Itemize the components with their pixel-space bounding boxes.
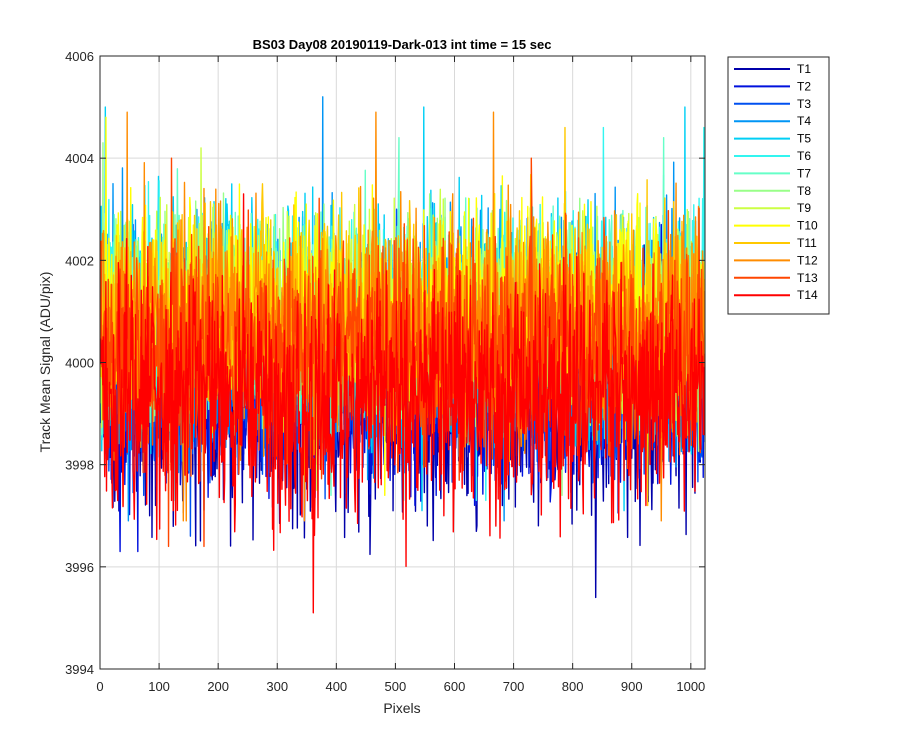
y-axis-ticks: 3994 3996 3998 4000 4002 4004 4006 [65,49,705,677]
legend-label-t9: T9 [797,201,811,215]
x-tick-label: 600 [444,679,466,694]
legend-label-t6: T6 [797,149,811,163]
legend-label-t5: T5 [797,132,811,146]
x-tick-label: 0 [96,679,103,694]
x-tick-label: 500 [385,679,407,694]
y-tick-label: 3996 [65,560,94,575]
x-tick-label: 100 [148,679,170,694]
x-tick-label: 900 [621,679,643,694]
legend-label-t10: T10 [797,219,818,233]
legend-label-t1: T1 [797,62,811,76]
x-tick-label: 400 [325,679,347,694]
x-axis-label: Pixels [383,700,420,716]
y-tick-label: 3994 [65,662,94,677]
x-tick-label: 800 [562,679,584,694]
legend-label-t3: T3 [797,97,811,111]
legend-label-t13: T13 [797,271,818,285]
x-axis-ticks: 0 100 200 300 400 500 600 700 800 900 1000 [96,56,705,694]
legend-label-t14: T14 [797,288,818,302]
y-tick-label: 3998 [65,458,94,473]
legend-label-t12: T12 [797,253,818,267]
legend-box [727,56,830,315]
legend: T1 T2 T3 T4 T5 T6 T7 T8 T9 T10 T11 T12 T13 T14 [727,56,830,315]
y-tick-label: 4000 [65,356,94,371]
x-tick-label: 300 [266,679,288,694]
series-line-t13 [100,157,705,548]
y-tick-label: 4006 [65,49,94,64]
legend-label-t11: T11 [797,236,817,250]
legend-label-t4: T4 [797,114,811,128]
x-tick-label: 700 [503,679,525,694]
chart-title: BS03 Day08 20190119-Dark-013 int time = … [253,37,552,52]
y-axis-label: Track Mean Signal (ADU/pix) [37,272,53,453]
x-tick-label: 1000 [676,679,705,694]
series-line-t14 [100,193,705,614]
legend-label-t7: T7 [797,166,811,180]
y-tick-label: 4002 [65,253,94,268]
x-tick-label: 200 [207,679,229,694]
series-lines [100,96,705,614]
legend-label-t2: T2 [797,79,811,93]
legend-label-t8: T8 [797,184,811,198]
y-tick-label: 4004 [65,151,94,166]
